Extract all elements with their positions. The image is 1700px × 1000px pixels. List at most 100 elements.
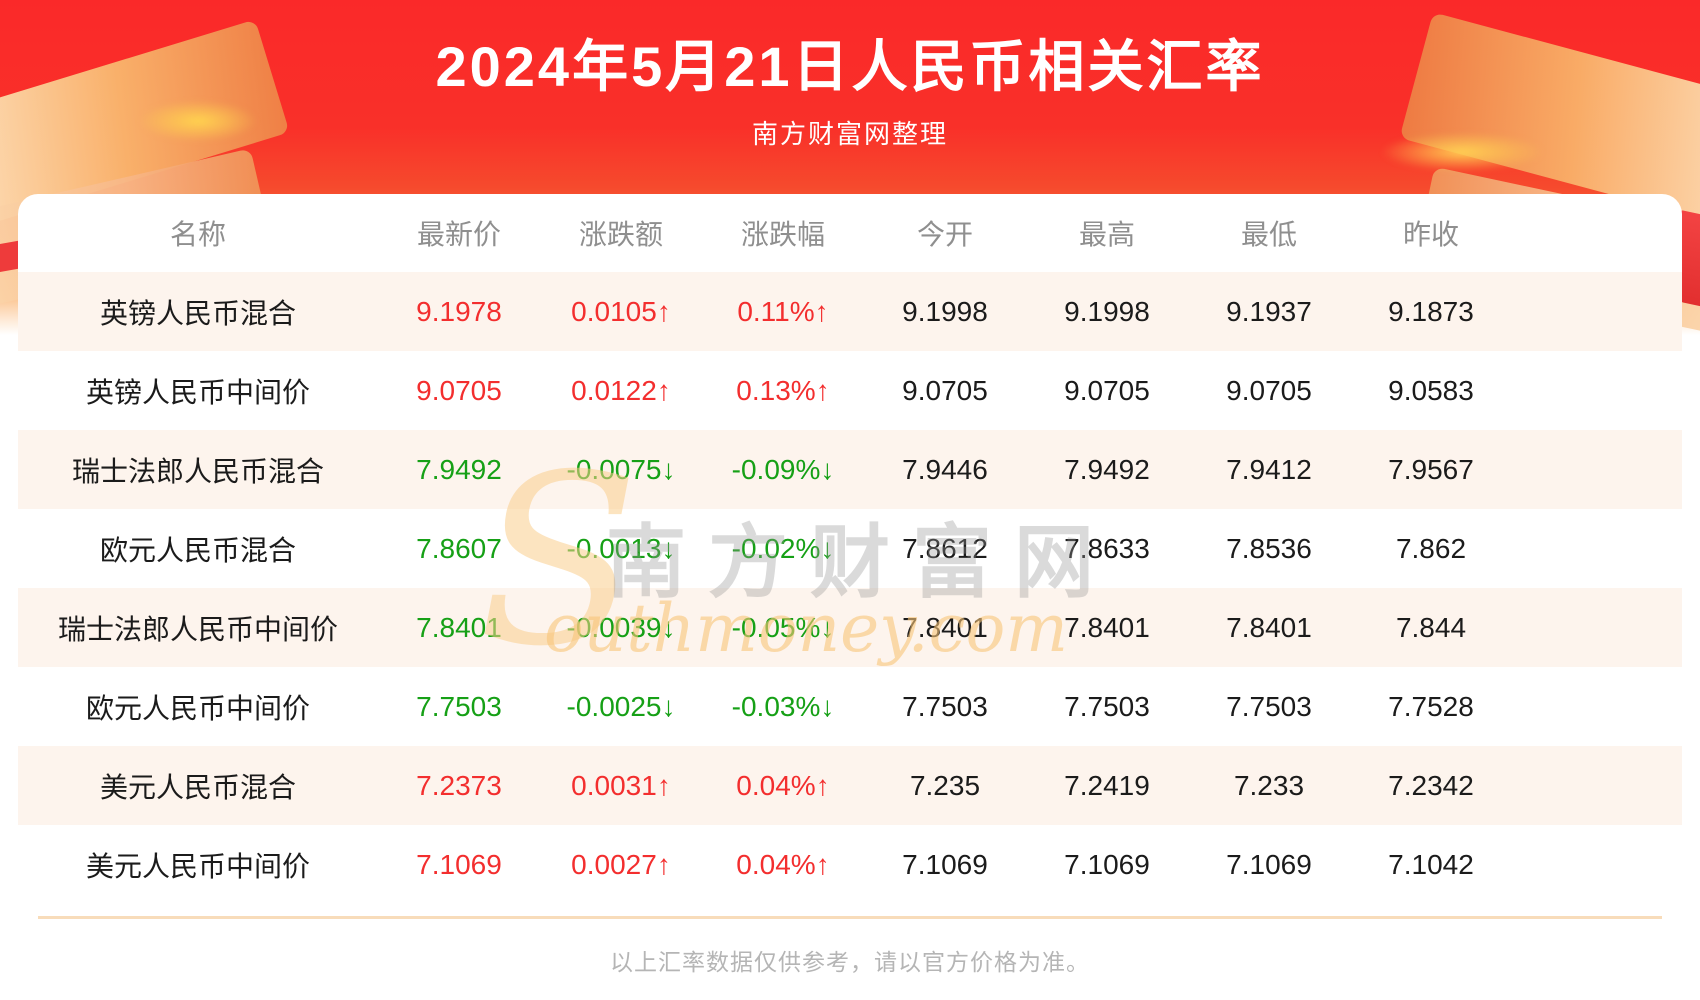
low-value: 7.233 [1233, 769, 1305, 801]
red-ribbon-right [1680, 209, 1700, 307]
gold-glow-right [1380, 132, 1545, 172]
change-value: -0.0039↓ [566, 611, 676, 643]
column-header-4: 今开 [916, 219, 973, 250]
prev-close-value: 7.1042 [1388, 848, 1474, 880]
change-pct-value: -0.09%↓ [731, 453, 835, 485]
rate-row-6: 美元人民币混合 7.2373 0.0031↑ 0.04%↑ 7.235 7.2419 7.2… [18, 746, 1682, 825]
column-header-spacer [1512, 194, 1682, 272]
column-header-7: 昨收 [1402, 219, 1459, 250]
open-value: 7.8401 [902, 611, 988, 643]
low-value: 7.8401 [1226, 611, 1312, 643]
high-value: 7.1069 [1064, 848, 1150, 880]
change-value: -0.0025↓ [566, 690, 676, 722]
open-value: 9.0705 [902, 374, 988, 406]
prev-close-value: 9.1873 [1388, 295, 1474, 327]
change-value: 0.0105↑ [571, 295, 671, 327]
high-value: 7.9492 [1064, 453, 1150, 485]
row-spacer [1512, 667, 1682, 746]
low-value: 7.1069 [1226, 848, 1312, 880]
open-value: 7.235 [909, 769, 981, 801]
rate-row-1: 英镑人民币中间价 9.0705 0.0122↑ 0.13%↑ 9.0705 9.0705 9… [18, 351, 1682, 430]
prev-close-value: 7.2342 [1388, 769, 1474, 801]
rate-row-0: 英镑人民币混合 9.1978 0.0105↑ 0.11%↑ 9.1998 9.1998 9.… [18, 272, 1682, 351]
rates-card: S 南方财富网 outhmoney.com 名称 最新价 涨跌额 涨跌幅 今开 最高 最低昨… [18, 194, 1682, 1000]
change-pct-value: 0.04%↑ [736, 769, 830, 801]
currency-name: 欧元人民币中间价 [85, 692, 310, 724]
rate-row-4: 瑞士法郎人民币中间价 7.8401 -0.0039↓ -0.05%↓ 7.8401 7.8… [18, 588, 1682, 667]
low-value: 7.8536 [1226, 532, 1312, 564]
latest-value: 9.0705 [416, 374, 502, 406]
high-value: 7.7503 [1064, 690, 1150, 722]
gold-glow-left [138, 100, 258, 142]
change-value: 0.0027↑ [571, 848, 671, 880]
change-pct-value: 0.04%↑ [736, 848, 830, 880]
rates-table-body: 英镑人民币混合 9.1978 0.0105↑ 0.11%↑ 9.1998 9.1998 9.… [18, 272, 1682, 904]
column-header-2: 涨跌额 [578, 219, 663, 250]
exchange-rates-table: 名称 最新价 涨跌额 涨跌幅 今开 最高 最低 昨收 英镑人民币混合 9.1978 0.0105↑… [18, 194, 1682, 904]
row-spacer [1512, 746, 1682, 825]
row-spacer [1512, 351, 1682, 430]
currency-name: 英镑人民币混合 [99, 297, 296, 329]
open-value: 7.1069 [902, 848, 988, 880]
column-header-5: 最高 [1078, 219, 1135, 250]
low-value: 9.0705 [1226, 374, 1312, 406]
currency-name: 瑞士法郎人民币混合 [71, 455, 324, 487]
column-header-3: 涨跌幅 [740, 219, 825, 250]
disclaimer-text: 以上汇率数据仅供参考，请以官方价格为准。 [610, 949, 1090, 975]
change-pct-value: -0.02%↓ [731, 532, 835, 564]
row-spacer [1512, 509, 1682, 588]
latest-value: 7.8607 [416, 532, 502, 564]
currency-name: 欧元人民币混合 [99, 534, 296, 566]
column-header-1: 最新价 [416, 219, 501, 250]
high-value: 7.2419 [1064, 769, 1150, 801]
open-value: 7.9446 [902, 453, 988, 485]
high-value: 7.8401 [1064, 611, 1150, 643]
prev-close-value: 7.9567 [1388, 453, 1474, 485]
change-pct-value: 0.11%↑ [737, 295, 829, 327]
currency-name: 美元人民币中间价 [85, 850, 310, 882]
currency-name: 英镑人民币中间价 [85, 376, 310, 408]
rate-row-7: 美元人民币中间价 7.1069 0.0027↑ 0.04%↑ 7.1069 7.1069 7… [18, 825, 1682, 904]
page-title: 2024年5月21日人民币相关汇率 [435, 35, 1265, 98]
prev-close-value: 9.0583 [1388, 374, 1474, 406]
high-value: 9.1998 [1064, 295, 1150, 327]
rate-row-5: 欧元人民币中间价 7.7503 -0.0025↓ -0.03%↓ 7.7503 7.750… [18, 667, 1682, 746]
change-value: 0.0122↑ [571, 374, 671, 406]
change-pct-value: 0.13%↑ [736, 374, 830, 406]
prev-close-value: 7.862 [1395, 532, 1467, 564]
high-value: 7.8633 [1064, 532, 1150, 564]
low-value: 7.7503 [1226, 690, 1312, 722]
open-value: 7.7503 [902, 690, 988, 722]
row-spacer [1512, 272, 1682, 351]
row-spacer [1512, 588, 1682, 667]
latest-value: 7.1069 [416, 848, 502, 880]
change-pct-value: -0.05%↓ [731, 611, 835, 643]
change-value: -0.0075↓ [566, 453, 676, 485]
currency-name: 瑞士法郎人民币中间价 [57, 613, 338, 645]
page-subtitle: 南方财富网整理 [751, 119, 948, 149]
prev-close-value: 7.7528 [1388, 690, 1474, 722]
low-value: 7.9412 [1226, 453, 1312, 485]
open-value: 7.8612 [902, 532, 988, 564]
change-value: 0.0031↑ [571, 769, 671, 801]
rate-row-2: 瑞士法郎人民币混合 7.9492 -0.0075↓ -0.09%↓ 7.9446 7.94… [18, 430, 1682, 509]
latest-value: 7.9492 [416, 453, 502, 485]
change-value: -0.0013↓ [566, 532, 676, 564]
latest-value: 7.2373 [416, 769, 502, 801]
high-value: 9.0705 [1064, 374, 1150, 406]
change-pct-value: -0.03%↓ [731, 690, 835, 722]
latest-value: 9.1978 [416, 295, 502, 327]
column-header-6: 最低 [1240, 219, 1297, 250]
latest-value: 7.8401 [416, 611, 502, 643]
low-value: 9.1937 [1226, 295, 1312, 327]
open-value: 9.1998 [902, 295, 988, 327]
latest-value: 7.7503 [416, 690, 502, 722]
row-spacer [1512, 825, 1682, 904]
column-header-0: 名称 [169, 219, 226, 250]
currency-name: 美元人民币混合 [99, 771, 296, 803]
rate-row-3: 欧元人民币混合 7.8607 -0.0013↓ -0.02%↓ 7.8612 7.8633… [18, 509, 1682, 588]
footer-divider [38, 916, 1662, 919]
table-header-row: 名称 最新价 涨跌额 涨跌幅 今开 最高 最低 昨收 [18, 194, 1682, 272]
prev-close-value: 7.844 [1395, 611, 1467, 643]
